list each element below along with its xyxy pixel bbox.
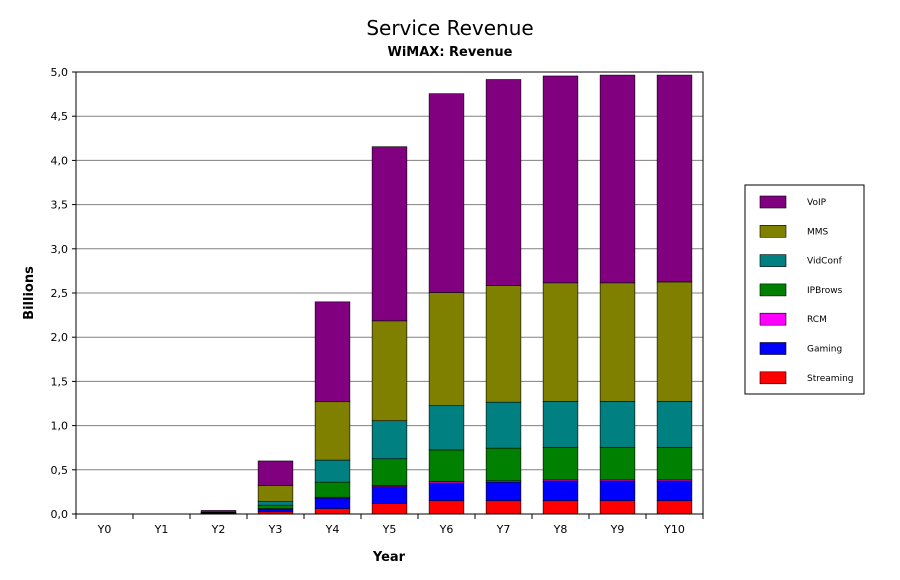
bar-segment xyxy=(257,485,294,502)
bar-segment xyxy=(200,510,237,513)
legend-label: VoIP xyxy=(807,198,827,208)
bar-segment xyxy=(542,446,579,481)
bar-segment xyxy=(314,481,351,498)
y-tick-label: 3,5 xyxy=(51,199,69,212)
x-tick-label: Y8 xyxy=(553,523,568,536)
bars xyxy=(200,74,693,515)
y-tick-label: 2,0 xyxy=(51,331,69,344)
bar-segment xyxy=(656,281,693,402)
bar-segment xyxy=(428,482,465,502)
y-tick-label: 3,0 xyxy=(51,243,69,256)
bar-segment xyxy=(599,74,636,284)
bar-segment xyxy=(542,500,579,515)
bar-segment xyxy=(257,501,294,506)
bar-segment xyxy=(257,508,294,513)
x-tick-label: Y1 xyxy=(154,523,169,536)
bar-segment xyxy=(371,503,408,515)
legend-label: VidConf xyxy=(807,257,843,267)
y-tick-label: 4,0 xyxy=(51,154,69,167)
bar-segment xyxy=(656,446,693,481)
legend-label: IPBrows xyxy=(807,286,843,296)
legend: VoIP MMS VidConf IPBrows RCM Gaming Streaming xyxy=(744,184,865,395)
bar-segment xyxy=(428,405,465,451)
bar-segment xyxy=(371,146,408,322)
bar-segment xyxy=(314,459,351,483)
bar-segment xyxy=(428,93,465,293)
legend-swatch xyxy=(759,195,787,209)
bar-segment xyxy=(428,292,465,407)
bar-segment xyxy=(656,480,693,502)
bar-segment xyxy=(485,500,522,515)
bar-segment xyxy=(542,282,579,402)
chart-title: Service Revenue xyxy=(366,16,533,40)
bar-segment xyxy=(314,497,351,509)
bar-segment xyxy=(314,301,351,403)
bar-segment xyxy=(599,400,636,448)
legend-swatch xyxy=(759,225,787,238)
bar-segment xyxy=(314,401,351,461)
bar-segment xyxy=(599,282,636,402)
x-tick-label: Y4 xyxy=(325,523,340,536)
legend-swatch xyxy=(759,342,787,355)
bar-segment xyxy=(542,480,579,502)
legend-swatch xyxy=(759,371,787,385)
bar-segment xyxy=(371,486,408,504)
bar-segment xyxy=(371,458,408,486)
legend-swatch xyxy=(759,283,787,297)
bar-segment xyxy=(314,508,351,515)
bar-segment xyxy=(485,79,522,286)
bar-segment xyxy=(485,285,522,403)
bar-segment xyxy=(485,401,522,449)
bar-segment xyxy=(599,446,636,481)
y-tick-labels: 0,0 0,5 1,0 1,5 2,0 2,5 3,0 3,5 4,0 4,5 5,0 xyxy=(51,66,69,521)
bar-segment xyxy=(485,447,522,482)
bar-segment xyxy=(257,460,294,487)
legend-label: MMS xyxy=(807,227,829,237)
bar-segment xyxy=(371,320,408,422)
bar-segment xyxy=(656,74,693,283)
bar-segment xyxy=(257,504,294,509)
bar-segment xyxy=(542,400,579,448)
y-tick-label: 5,0 xyxy=(51,66,69,79)
x-axis-title: Year xyxy=(372,550,406,565)
x-tick-labels: Y0 Y1 Y2 Y3 Y4 Y5 Y6 Y7 Y8 Y9 Y10 xyxy=(97,523,685,536)
x-tick-label: Y10 xyxy=(663,523,685,536)
bar-segment xyxy=(428,500,465,515)
bar-segment xyxy=(485,481,522,502)
chart-subtitle: WiMAX: Revenue xyxy=(388,45,513,60)
x-tick-label: Y3 xyxy=(268,523,283,536)
y-tick-label: 1,0 xyxy=(51,420,69,433)
axes xyxy=(72,71,704,519)
x-tick-label: Y0 xyxy=(97,523,112,536)
bar-segment xyxy=(656,500,693,515)
x-tick-label: Y7 xyxy=(496,523,511,536)
y-tick-label: 4,5 xyxy=(51,110,69,123)
x-tick-label: Y6 xyxy=(439,523,454,536)
x-tick-label: Y5 xyxy=(382,523,397,536)
y-tick-label: 1,5 xyxy=(51,375,69,388)
bar-segment xyxy=(599,480,636,502)
bar-segment xyxy=(542,75,579,284)
legend-label: Streaming xyxy=(807,374,853,384)
y-axis-title: Billions xyxy=(22,266,37,320)
x-tick-label: Y2 xyxy=(211,523,226,536)
legend-label: RCM xyxy=(807,315,827,325)
bar-segment xyxy=(599,500,636,515)
legend-swatch xyxy=(759,312,787,326)
y-tick-label: 0,0 xyxy=(51,508,69,521)
legend-label: Gaming xyxy=(807,345,842,355)
x-tick-label: Y9 xyxy=(610,523,625,536)
y-tick-label: 2,5 xyxy=(51,287,69,300)
bar-segment xyxy=(656,400,693,448)
legend-swatch xyxy=(759,254,787,267)
y-tick-label: 0,5 xyxy=(51,464,69,477)
bar-segment xyxy=(428,449,465,483)
bar-segment xyxy=(371,420,408,460)
